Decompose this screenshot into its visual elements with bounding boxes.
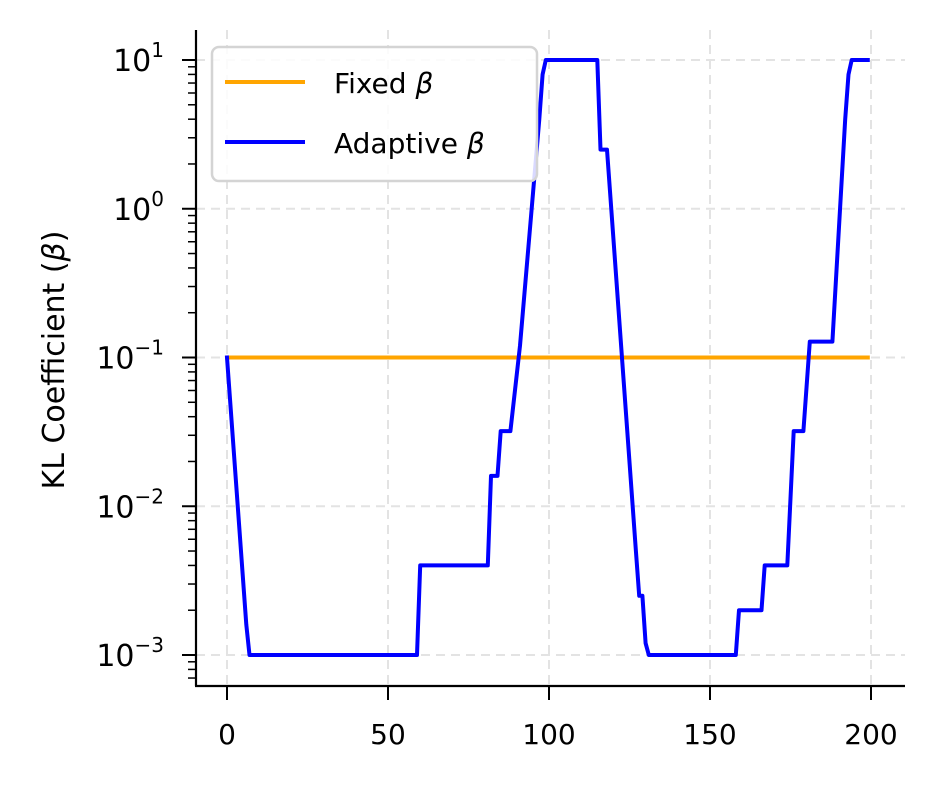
legend-item-adaptive: Adaptive β — [225, 127, 485, 160]
y-axis-label-beta: β — [37, 242, 72, 262]
series-lines — [224, 58, 870, 657]
svg-text:KL Coefficient (β): KL Coefficient (β) — [37, 231, 72, 490]
legend-label-fixed: Fixed — [334, 67, 415, 100]
x-tick-label: 200 — [844, 718, 897, 751]
x-tick-label: 50 — [370, 718, 406, 751]
legend-beta-adaptive: β — [466, 127, 485, 160]
y-tick-label: 100 — [113, 187, 164, 228]
y-tick-label: 10−3 — [96, 633, 164, 674]
x-tick-label: 150 — [683, 718, 736, 751]
y-ticks: 10−3 10−2 10−1 100 101 — [96, 38, 196, 674]
x-tick-label: 0 — [218, 718, 236, 751]
adaptive-beta-line — [224, 58, 870, 657]
legend-item-fixed: Fixed β — [225, 67, 433, 100]
y-tick-label: 10−2 — [96, 484, 164, 525]
y-axis-label-close: ) — [37, 231, 72, 243]
svg-text:Adaptive β: Adaptive β — [334, 127, 485, 160]
y-minor-ticks — [188, 66, 196, 679]
y-tick-label: 101 — [113, 38, 164, 79]
svg-text:Fixed β: Fixed β — [334, 67, 433, 100]
legend: Fixed β Adaptive β — [210, 45, 539, 183]
y-axis-label: KL Coefficient (β) — [37, 231, 72, 490]
y-axis-label-text: KL Coefficient ( — [37, 261, 72, 489]
x-ticks: 0 50 100 150 200 — [218, 686, 898, 751]
y-tick-label: 10−1 — [96, 336, 164, 377]
legend-label-adaptive: Adaptive — [334, 127, 467, 160]
x-tick-label: 100 — [522, 718, 575, 751]
legend-beta-fixed: β — [414, 67, 433, 100]
